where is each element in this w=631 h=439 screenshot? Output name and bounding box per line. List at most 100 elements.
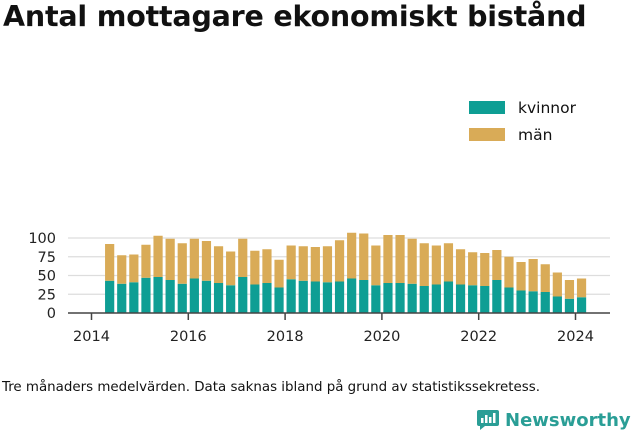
bar-man [310,247,320,282]
y-axis: 0 25 50 75 100 [28,231,56,322]
bar-man [480,253,490,286]
bar-kvinnor [552,296,562,313]
y-tick-label: 25 [38,287,56,303]
bar-man [564,280,575,299]
bar-kvinnor [274,287,284,313]
x-tick-label: 2014 [73,329,110,345]
bar-kvinnor [286,279,296,313]
bar-man [347,232,357,279]
bar-man [250,250,260,285]
x-tick-label: 2018 [267,329,304,345]
bar-kvinnor [189,278,199,313]
bar-man [262,249,272,283]
bar-man [177,243,187,284]
bar-kvinnor [347,278,357,313]
bar-man [576,278,587,298]
bar-kvinnor [153,277,163,313]
bar-kvinnor [213,283,224,313]
legend-swatch [469,128,505,141]
bar-man [153,235,163,277]
bar-man [419,243,429,286]
footnote: Tre månaders medelvärden. Data saknas ib… [2,380,540,395]
bar-kvinnor [334,281,345,313]
bar-kvinnor [455,284,466,313]
bar-man [298,246,308,281]
bar-man [492,250,502,280]
bar-man [226,251,236,286]
bar-kvinnor [540,292,550,313]
bar-kvinnor [576,297,587,313]
bar-man [117,255,127,284]
bar-man [141,244,151,278]
bar-man [371,245,381,286]
brand-name: Newsworthy [505,409,631,431]
bar-man [201,241,212,281]
bar-man [105,244,115,281]
bar-man [359,233,369,280]
bar-man [407,238,417,284]
x-tick-label: 2020 [363,329,400,345]
bar-kvinnor [371,285,381,313]
bar-kvinnor [468,285,478,313]
legend-label: män [518,126,552,144]
legend-label: kvinnor [518,99,577,117]
brand-logo[interactable]: Newsworthy [476,408,631,432]
chart-title: Antal mottagare ekonomiskt bistånd [3,0,587,33]
bar-kvinnor [298,280,308,313]
bar-man [468,252,478,286]
bar-kvinnor [431,284,441,313]
bar-man [238,238,248,277]
bar-man [395,235,405,283]
bar-kvinnor [165,280,175,313]
bar-man [504,256,514,288]
bar-kvinnor [419,286,429,313]
bar-kvinnor [262,283,272,313]
y-tick-label: 75 [38,250,56,266]
bar-kvinnor [443,281,454,313]
bar-man [540,264,550,292]
bar-kvinnor [492,280,502,313]
bar-kvinnor [105,280,115,313]
x-tick-label: 2022 [460,329,497,345]
x-axis: 2014 2016 2018 2020 2022 2024 [68,312,610,345]
bar-man [129,254,139,283]
bar-kvinnor [480,286,490,313]
bar-kvinnor [504,287,514,313]
bar-man [443,243,454,282]
bar-kvinnor [250,284,260,313]
x-tick-label: 2024 [557,329,594,345]
bar-man [213,246,224,283]
y-tick-label: 0 [47,306,56,322]
bar-kvinnor [226,285,236,313]
bar-kvinnor [201,280,212,313]
bar-man [528,259,538,292]
bar-man [334,240,345,282]
bar-man [322,246,333,283]
bar-kvinnor [395,283,405,313]
bar-man [286,245,296,280]
y-tick-label: 100 [28,231,56,247]
bar-kvinnor [528,291,538,313]
bar-kvinnor [310,281,320,313]
bar-man [165,238,175,280]
bar-kvinnor [322,282,333,313]
newsworthy-logo-icon [477,410,499,430]
bar-kvinnor [359,280,369,313]
bar-man [455,249,466,285]
bar-man [431,245,441,285]
bar-kvinnor [383,283,393,313]
bar-man [189,238,199,279]
bar-kvinnor [238,277,248,313]
bars [105,232,587,313]
bar-kvinnor [177,283,187,313]
bar-man [552,272,562,297]
legend: kvinnor män [458,96,608,154]
bar-kvinnor [117,283,127,313]
bar-kvinnor [407,283,417,313]
bar-man [516,262,526,291]
bar-man [274,259,284,288]
bar-man [383,235,393,283]
bar-kvinnor [141,277,151,313]
bar-kvinnor [129,282,139,313]
